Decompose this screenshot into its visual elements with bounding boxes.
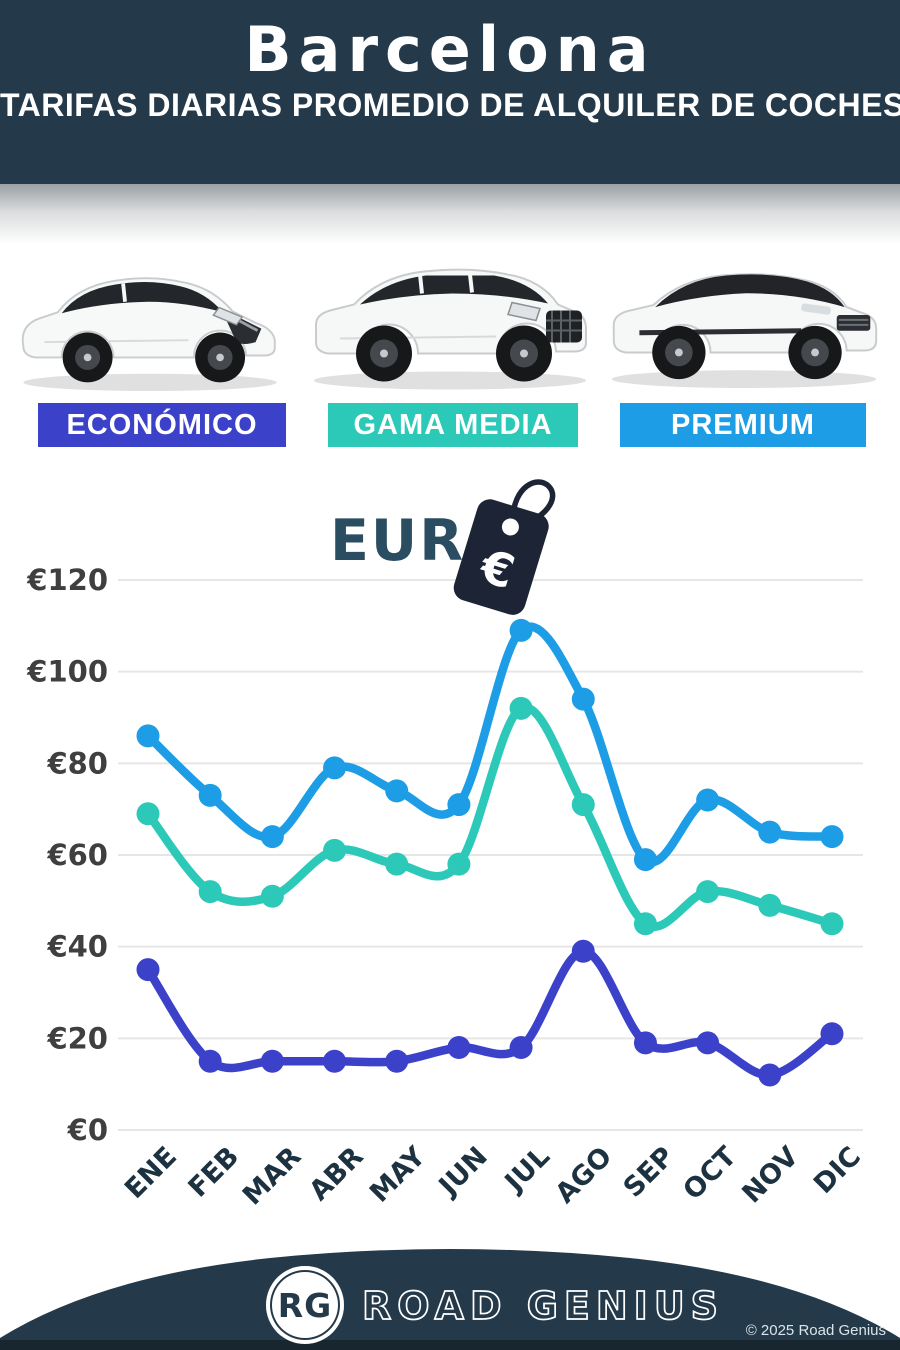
data-point-GAMA MEDIA-FEB xyxy=(198,880,222,904)
car-glass xyxy=(360,275,548,305)
car-pillars xyxy=(418,274,474,294)
economy-car-image xyxy=(6,236,294,404)
car-glass xyxy=(61,282,223,314)
car-headlight xyxy=(507,301,541,322)
midrange-car-image xyxy=(300,226,600,401)
y-tick-label-20: €20 xyxy=(46,1021,108,1055)
data-point-ECONÓMICO-OCT xyxy=(696,1031,720,1055)
data-point-ECONÓMICO-FEB xyxy=(198,1049,222,1073)
y-tick-label-0: €0 xyxy=(67,1113,108,1147)
data-point-GAMA MEDIA-DIC xyxy=(820,912,844,936)
y-tick-label-40: €40 xyxy=(46,930,108,964)
x-tick-label-ABR: ABR xyxy=(304,1141,370,1207)
data-point-GAMA MEDIA-MAR xyxy=(260,884,284,908)
page-subtitle: TARIFAS DIARIAS PROMEDIO DE ALQUILER DE … xyxy=(0,87,900,124)
data-point-GAMA MEDIA-OCT xyxy=(696,880,720,904)
logo-initials: RG xyxy=(277,1285,333,1325)
x-tick-label-DIC: DIC xyxy=(808,1141,867,1200)
footer-bottom-strip xyxy=(0,1340,900,1350)
premium-car-image xyxy=(596,228,892,400)
data-point-GAMA MEDIA-MAY xyxy=(385,852,409,876)
data-point-PREMIUM-AGO xyxy=(571,687,595,711)
data-point-ECONÓMICO-ABR xyxy=(323,1049,347,1073)
data-point-PREMIUM-ABR xyxy=(323,756,347,780)
x-tick-label-JUL: JUL xyxy=(498,1141,556,1199)
data-point-PREMIUM-JUL xyxy=(509,618,533,642)
copyright-text: © 2025 Road Genius xyxy=(745,1322,886,1339)
car-shadow xyxy=(23,373,277,392)
data-point-GAMA MEDIA-ABR xyxy=(323,838,347,862)
series-line-PREMIUM xyxy=(143,622,837,867)
data-point-ECONÓMICO-JUL xyxy=(509,1036,533,1059)
data-point-ECONÓMICO-ENE xyxy=(136,958,160,982)
data-point-GAMA MEDIA-JUN xyxy=(447,852,471,876)
price-tag-icon: € xyxy=(453,479,556,615)
data-point-ECONÓMICO-NOV xyxy=(758,1063,782,1087)
data-point-GAMA MEDIA-AGO xyxy=(571,793,595,817)
car-shadow xyxy=(314,371,586,390)
data-point-PREMIUM-SEP xyxy=(633,848,657,872)
data-point-PREMIUM-JUN xyxy=(447,793,471,817)
y-tick-label-80: €80 xyxy=(46,746,108,780)
x-tick-label-AGO: AGO xyxy=(550,1141,619,1210)
data-point-PREMIUM-OCT xyxy=(696,788,720,812)
footer-background xyxy=(0,1249,900,1350)
series-line-GAMA MEDIA xyxy=(143,703,837,931)
car-grille xyxy=(546,310,582,343)
tag-hole xyxy=(501,518,519,536)
car-shadow xyxy=(611,370,877,388)
y-tick-label-60: €60 xyxy=(46,838,108,872)
x-tick-label-ENE: ENE xyxy=(119,1141,183,1205)
footer-curve xyxy=(0,1249,900,1350)
premium-badge: PREMIUM xyxy=(620,403,866,447)
data-point-PREMIUM-MAY xyxy=(385,779,409,803)
data-point-PREMIUM-MAR xyxy=(260,825,284,849)
tag-body xyxy=(453,499,549,615)
x-tick-label-OCT: OCT xyxy=(677,1141,743,1207)
road-genius-logo: RG xyxy=(266,1266,344,1344)
car-grille-slats xyxy=(838,318,869,326)
x-tick-label-MAY: MAY xyxy=(364,1141,432,1209)
car-roof-black xyxy=(655,274,845,308)
data-point-GAMA MEDIA-NOV xyxy=(758,893,782,917)
x-tick-label-MAR: MAR xyxy=(237,1141,308,1212)
y-tick-label-120: €120 xyxy=(26,563,108,597)
data-point-PREMIUM-DIC xyxy=(820,825,844,849)
header-shadow xyxy=(0,184,900,244)
data-point-ECONÓMICO-AGO xyxy=(571,939,595,963)
car-pillar xyxy=(121,283,127,302)
data-point-PREMIUM-FEB xyxy=(198,783,222,807)
data-point-ECONÓMICO-SEP xyxy=(633,1031,657,1055)
x-tick-label-FEB: FEB xyxy=(183,1141,246,1204)
car-headlight xyxy=(212,306,244,326)
car-wheels xyxy=(652,325,842,380)
x-tick-label-NOV: NOV xyxy=(736,1141,804,1209)
car-grille-grid xyxy=(546,310,582,343)
data-point-ECONÓMICO-DIC xyxy=(820,1022,844,1046)
car-wheels xyxy=(356,325,552,382)
currency-label: EUR xyxy=(330,508,466,574)
x-tick-label-SEP: SEP xyxy=(618,1141,681,1204)
data-point-ECONÓMICO-MAY xyxy=(385,1049,409,1073)
data-point-PREMIUM-ENE xyxy=(136,724,160,748)
midrange-badge: GAMA MEDIA xyxy=(328,403,578,447)
y-tick-label-100: €100 xyxy=(26,655,108,689)
car-wheels xyxy=(62,332,246,383)
economy-badge: ECONÓMICO xyxy=(38,403,286,447)
car-headlight xyxy=(801,303,831,315)
page-title: Barcelona xyxy=(244,13,656,86)
car-grille xyxy=(836,314,871,331)
data-point-PREMIUM-NOV xyxy=(758,820,782,844)
brand-name: ROAD GENIUS xyxy=(361,1283,725,1329)
header-banner: Barcelona TARIFAS DIARIAS PROMEDIO DE AL… xyxy=(0,0,900,184)
data-point-GAMA MEDIA-JUL xyxy=(509,696,533,720)
data-point-GAMA MEDIA-ENE xyxy=(136,802,160,826)
data-point-ECONÓMICO-JUN xyxy=(447,1036,471,1059)
data-point-GAMA MEDIA-SEP xyxy=(633,912,657,936)
data-point-ECONÓMICO-MAR xyxy=(260,1049,284,1073)
x-tick-label-JUN: JUN xyxy=(432,1141,494,1203)
series-line-ECONÓMICO xyxy=(143,947,837,1080)
